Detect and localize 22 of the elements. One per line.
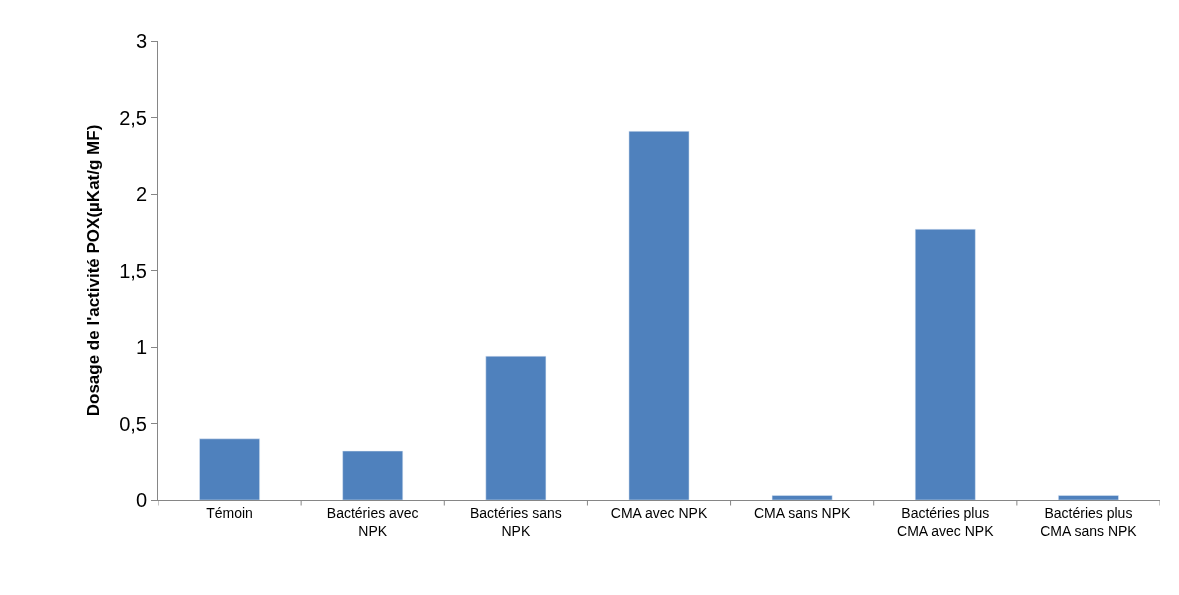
y-axis-title: Dosage de l'activité POX(µKat/g MF) bbox=[83, 124, 103, 417]
y-tick-label: 0 bbox=[135, 489, 147, 511]
x-tick-label: Témoin bbox=[206, 504, 253, 521]
x-tick-label: Bactéries plus CMA sans NPK bbox=[1040, 504, 1138, 539]
y-tick-label: 1 bbox=[135, 336, 147, 358]
bar bbox=[342, 450, 404, 500]
y-tick-label: 3 bbox=[135, 30, 147, 52]
x-tick-label: Bactéries sans NPK bbox=[469, 504, 562, 539]
bar bbox=[628, 131, 690, 500]
x-tick-label: Bactéries plus CMA avec NPK bbox=[897, 504, 995, 539]
y-tick-label: 2 bbox=[135, 183, 147, 205]
y-tick-label: 0,5 bbox=[119, 412, 147, 435]
y-tick-label: 2,5 bbox=[119, 106, 147, 129]
x-tick-label: CMA sans NPK bbox=[753, 504, 852, 521]
y-tick-label: 1,5 bbox=[119, 259, 147, 282]
bar bbox=[914, 228, 976, 500]
bar bbox=[485, 355, 547, 500]
bar bbox=[771, 495, 833, 500]
x-tick-label: Bactéries avec NPK bbox=[326, 504, 419, 539]
bar bbox=[1058, 495, 1119, 500]
bar bbox=[199, 438, 260, 500]
x-tick-label: CMA avec NPK bbox=[610, 504, 708, 521]
